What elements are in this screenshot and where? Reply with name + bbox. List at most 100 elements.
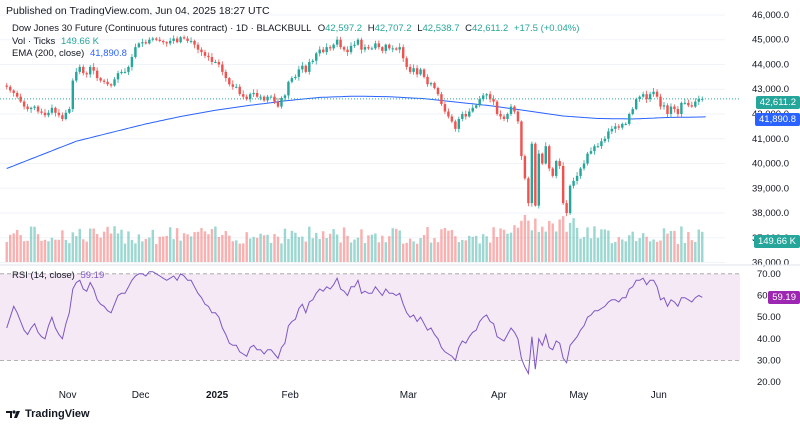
candle-body <box>554 161 558 176</box>
volume-bar <box>391 228 394 262</box>
volume-bar <box>516 227 520 262</box>
volume-bar <box>120 229 123 262</box>
candle-body <box>652 91 655 95</box>
rsi-value: 59.19 <box>80 270 105 281</box>
volume-bar <box>290 230 294 262</box>
rsi-badge: 59.19 <box>768 291 800 304</box>
volume-bar <box>426 227 429 262</box>
volume-bar <box>109 233 113 262</box>
volume-bar <box>283 228 287 262</box>
candle-body <box>196 44 200 50</box>
volume-bar <box>266 234 269 262</box>
candle-body <box>321 49 325 53</box>
volume-bar <box>443 227 447 262</box>
volume-bar <box>189 236 193 262</box>
volume-bar <box>582 237 586 262</box>
volume-bar <box>694 241 697 262</box>
volume-bar <box>342 227 346 262</box>
volume-bar <box>690 240 694 262</box>
candle-body <box>123 71 127 73</box>
volume-bar <box>610 243 614 262</box>
ohlc-low-label: L <box>417 23 423 34</box>
volume-bar <box>82 239 85 262</box>
candle-body <box>464 114 468 117</box>
candle-body <box>315 53 318 61</box>
volume-bar <box>676 243 680 262</box>
candle-body <box>356 39 360 45</box>
candle-body <box>426 76 429 85</box>
candle-body <box>582 163 586 169</box>
candle-body <box>335 39 339 45</box>
candle-body <box>499 114 502 117</box>
volume-bar <box>144 238 148 262</box>
candle-body <box>575 175 579 181</box>
candle-body <box>148 39 151 44</box>
volume-bar <box>99 237 102 262</box>
volume-bar <box>273 234 276 262</box>
time-tick-label: Apr <box>491 390 507 401</box>
candle-body <box>474 105 478 108</box>
candle-body <box>95 70 99 79</box>
candle-body <box>47 112 50 116</box>
ohlc-high-label: H <box>367 23 375 34</box>
candle-body <box>648 94 652 100</box>
volume-bar <box>534 218 537 262</box>
candle-body <box>391 48 394 50</box>
volume-bar <box>50 237 54 262</box>
candle-body <box>137 43 141 48</box>
candle-body <box>61 115 64 119</box>
volume-bar <box>461 239 464 262</box>
candle-body <box>88 66 92 75</box>
candle-body <box>697 99 701 102</box>
time-tick-label: Feb <box>282 390 300 401</box>
volume-bar <box>162 236 165 262</box>
volume-bar <box>468 235 471 262</box>
ohlc-open: 42,597.2 <box>325 23 363 34</box>
candle-body <box>607 131 610 139</box>
price-tick-label: 36,000.0 <box>752 258 789 269</box>
volume-bar <box>401 243 405 262</box>
candle-body <box>589 151 593 154</box>
ohlc-close: 42,611.2 <box>472 23 509 34</box>
candle-body <box>579 168 582 176</box>
volume-bar <box>102 231 106 262</box>
candle-body <box>328 47 332 49</box>
candle-body <box>527 178 530 204</box>
volume-bar <box>429 242 433 262</box>
candle-body <box>471 107 474 112</box>
candle-body <box>5 85 8 87</box>
candle-body <box>186 38 189 41</box>
candle-body <box>304 65 308 72</box>
candle-body <box>617 126 621 128</box>
volume-bar <box>561 216 565 262</box>
candle-body <box>144 42 148 44</box>
candle-body <box>106 81 109 85</box>
volume-bar <box>61 230 64 262</box>
candle-body <box>447 111 450 117</box>
volume-bar <box>370 234 374 262</box>
candle-body <box>687 102 690 106</box>
volume-bar <box>600 229 603 262</box>
volume-bar <box>346 235 349 262</box>
volume-bar <box>499 228 502 262</box>
volume-bar <box>255 237 259 262</box>
candle-body <box>224 71 228 79</box>
volume-bar <box>530 230 534 262</box>
candle-body <box>502 116 506 119</box>
candle-body <box>495 101 499 114</box>
candle-body <box>179 37 182 43</box>
volume-bar <box>697 229 701 262</box>
tradingview-logo[interactable]: TradingView <box>6 408 90 420</box>
candle-body <box>398 47 401 50</box>
candle-body <box>415 68 419 75</box>
price-tick-label: 46,000.0 <box>752 10 789 21</box>
volume-bars <box>5 214 704 262</box>
volume-bar <box>353 239 356 262</box>
candle-body <box>203 52 207 56</box>
volume-bar <box>398 230 401 262</box>
volume-bar <box>520 220 523 262</box>
volume-bar <box>655 241 659 262</box>
candle-body <box>141 42 144 44</box>
candle-body <box>266 96 269 101</box>
